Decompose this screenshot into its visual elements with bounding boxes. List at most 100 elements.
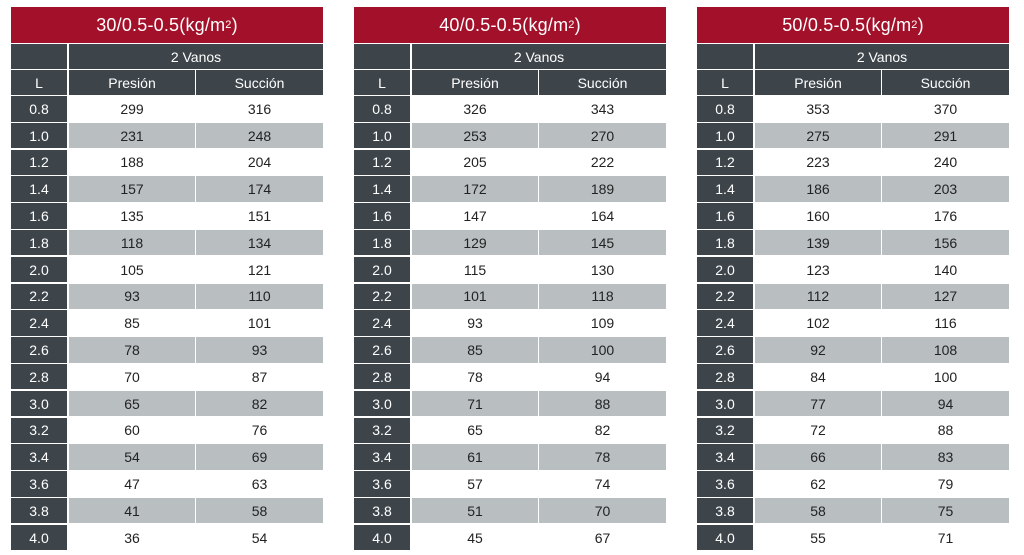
cell-succion: 93 (196, 337, 323, 363)
column-header-presion: Presión (69, 70, 195, 95)
table-title-close: ) (574, 14, 581, 35)
cell-l: 0.8 (11, 96, 67, 122)
table-row: 1.8 118 134 (11, 229, 323, 256)
cell-l: 2.2 (354, 283, 410, 310)
table-row: 3.2 60 76 (11, 417, 323, 444)
cell-presion: 186 (755, 176, 881, 202)
cell-succion: 82 (196, 390, 323, 417)
table-row: 1.4 186 203 (697, 176, 1009, 202)
cell-presion: 77 (755, 390, 881, 417)
cell-l: 3.4 (697, 444, 753, 470)
cell-presion: 92 (755, 337, 881, 363)
cell-presion: 54 (69, 444, 195, 470)
cell-succion: 94 (882, 390, 1009, 417)
cell-l: 1.2 (697, 149, 753, 176)
cell-presion: 231 (69, 122, 195, 149)
table-row: 2.0 123 140 (697, 256, 1009, 283)
cell-l: 2.8 (354, 363, 410, 390)
table-row: 2.2 112 127 (697, 283, 1009, 310)
cell-l: 1.8 (697, 229, 753, 256)
cell-l: 2.4 (697, 310, 753, 336)
table-row: 1.6 160 176 (697, 203, 1009, 229)
column-header-row: L Presión Succión (11, 70, 323, 95)
cell-l: 3.2 (11, 417, 67, 444)
cell-presion: 85 (412, 337, 538, 363)
cell-presion: 102 (755, 310, 881, 336)
cell-l: 4.0 (11, 524, 67, 551)
cell-succion: 88 (539, 390, 666, 417)
cell-presion: 85 (69, 310, 195, 336)
cell-succion: 145 (539, 229, 666, 256)
table-row: 1.0 275 291 (697, 122, 1009, 149)
cell-succion: 176 (882, 203, 1009, 229)
table-row: 1.0 231 248 (11, 122, 323, 149)
table-row: 3.6 47 63 (11, 471, 323, 497)
cell-presion: 65 (412, 417, 538, 444)
cell-l: 1.0 (11, 122, 67, 149)
cell-succion: 151 (196, 203, 323, 229)
cell-l: 3.2 (354, 417, 410, 444)
cell-presion: 353 (755, 96, 881, 122)
cell-succion: 204 (196, 149, 323, 176)
column-header-row: L Presión Succión (697, 70, 1009, 95)
table-grid: 2 Vanos L Presión Succión 0.8 299 316 1.0 231 248… (11, 44, 323, 552)
table-title: 30/0.5-0.5(kg/m 2) (11, 7, 323, 43)
table-row: 4.0 36 54 (11, 524, 323, 551)
cell-l: 1.8 (11, 229, 67, 256)
table-row: 1.2 188 204 (11, 149, 323, 176)
cell-succion: 370 (882, 96, 1009, 122)
cell-l: 2.0 (354, 256, 410, 283)
table-row: 3.8 58 75 (697, 497, 1009, 524)
cell-presion: 172 (412, 176, 538, 202)
cell-presion: 188 (69, 149, 195, 176)
cell-succion: 110 (196, 283, 323, 310)
table-grid: 2 Vanos L Presión Succión 0.8 326 343 1.0 253 270… (354, 44, 666, 552)
cell-succion: 76 (196, 417, 323, 444)
cell-succion: 343 (539, 96, 666, 122)
cell-presion: 129 (412, 229, 538, 256)
cell-succion: 67 (539, 524, 666, 551)
load-table: 40/0.5-0.5(kg/m 2) 2 Vanos L Presión Succión 0… (354, 7, 666, 552)
cell-l: 3.0 (11, 390, 67, 417)
cell-succion: 109 (539, 310, 666, 336)
cell-succion: 116 (882, 310, 1009, 336)
cell-l: 2.2 (11, 283, 67, 310)
span-header: 2 Vanos (412, 44, 666, 69)
cell-succion: 156 (882, 229, 1009, 256)
cell-presion: 36 (69, 524, 195, 551)
cell-l: 3.0 (354, 390, 410, 417)
cell-succion: 82 (539, 417, 666, 444)
cell-succion: 74 (539, 471, 666, 497)
span-header-row: 2 Vanos (354, 44, 666, 69)
cell-l: 4.0 (697, 524, 753, 551)
cell-l: 3.0 (697, 390, 753, 417)
table-row: 0.8 299 316 (11, 96, 323, 122)
table-row: 1.4 157 174 (11, 176, 323, 202)
cell-succion: 140 (882, 256, 1009, 283)
cell-succion: 83 (882, 444, 1009, 470)
cell-presion: 115 (412, 256, 538, 283)
table-title: 50/0.5-0.5(kg/m 2) (697, 7, 1009, 43)
cell-succion: 121 (196, 256, 323, 283)
cell-l: 2.8 (11, 363, 67, 390)
cell-succion: 78 (539, 444, 666, 470)
cell-l: 2.4 (354, 310, 410, 336)
cell-succion: 270 (539, 122, 666, 149)
cell-l: 3.6 (697, 471, 753, 497)
cell-presion: 326 (412, 96, 538, 122)
cell-presion: 205 (412, 149, 538, 176)
span-header-row: 2 Vanos (11, 44, 323, 69)
cell-presion: 253 (412, 122, 538, 149)
cell-presion: 45 (412, 524, 538, 551)
cell-l: 1.4 (697, 176, 753, 202)
cell-presion: 160 (755, 203, 881, 229)
cell-presion: 105 (69, 256, 195, 283)
table-row: 3.0 77 94 (697, 390, 1009, 417)
cell-presion: 275 (755, 122, 881, 149)
table-row: 1.6 147 164 (354, 203, 666, 229)
cell-l: 2.6 (11, 337, 67, 363)
cell-l: 2.6 (354, 337, 410, 363)
header-blank-cell (354, 44, 410, 69)
table-row: 2.8 84 100 (697, 363, 1009, 390)
table-title-text: 30/0.5-0.5(kg/m (96, 14, 226, 35)
